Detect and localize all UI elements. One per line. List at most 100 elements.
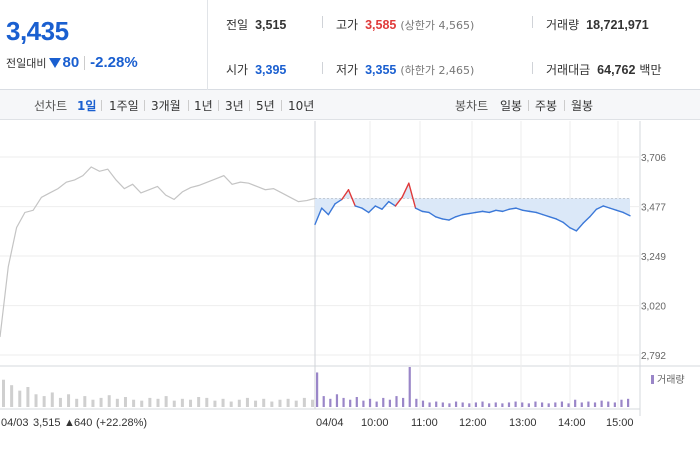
divider <box>188 100 189 111</box>
x-tick-label: 14:00 <box>558 417 586 429</box>
today-line-segment <box>481 210 490 214</box>
today-line-segment <box>455 213 464 218</box>
today-line-segment <box>354 205 363 209</box>
volume-bar-today <box>388 399 391 407</box>
open-value: 3,395 <box>255 63 287 77</box>
volume-bar-today <box>507 402 511 407</box>
today-line-segment <box>475 210 484 214</box>
volume-bar-today <box>322 396 325 407</box>
volume-bar-prev <box>254 400 258 407</box>
volume-bar-today <box>454 401 458 407</box>
price-lines <box>0 166 631 338</box>
today-line-segment <box>622 211 631 217</box>
today-line-segment <box>595 205 604 210</box>
volume-bar-today <box>402 397 405 407</box>
volume-bar-prev <box>132 399 136 407</box>
volume-bar-today <box>580 402 583 407</box>
divider <box>564 100 565 111</box>
today-line-segment <box>321 207 330 216</box>
volume-bar-today <box>627 398 630 407</box>
today-line-segment <box>421 210 430 214</box>
period-5y[interactable]: 5년 <box>256 99 275 113</box>
today-line-segment <box>495 209 504 213</box>
today-line-segment <box>548 216 557 220</box>
volume-bar-prev <box>10 385 14 407</box>
volume-bar-today <box>607 401 610 407</box>
today-line-segment <box>434 216 444 220</box>
volume-bar-prev <box>67 394 71 407</box>
volume-bar-today <box>494 402 497 407</box>
volume-bar-today <box>620 399 623 407</box>
volume-bar-prev <box>180 398 184 407</box>
price-chart-svg: 3,706 3,477 3,249 3,020 2,792 04/03 3,515 ▲ 640… <box>0 121 700 429</box>
volume-bar-today <box>461 402 464 407</box>
change-percent: -2.28% <box>90 54 138 71</box>
candle-monthly[interactable]: 월봉 <box>571 99 594 113</box>
today-line-segment <box>408 182 417 209</box>
volume-bar-prev <box>34 394 38 407</box>
volume-bar-today <box>349 399 352 407</box>
divider <box>532 62 533 74</box>
today-line-segment <box>341 189 350 201</box>
today-line-segment <box>327 203 336 216</box>
today-line-segment <box>414 207 423 213</box>
y-tick-label: 3,706 <box>641 153 666 164</box>
today-line-segment <box>448 216 457 221</box>
open-label: 시가 <box>226 63 249 77</box>
volume-legend-swatch <box>651 375 654 384</box>
today-line-segment <box>468 211 477 215</box>
high-stat: 고가 3,585 (상한가 4,565) <box>336 16 474 33</box>
price-box: 3,435 전일대비 80 -2.28% <box>0 0 208 90</box>
volume-bar-prev <box>221 398 225 407</box>
y-tick-label: 2,792 <box>641 351 666 362</box>
period-1y[interactable]: 1년 <box>194 99 213 113</box>
period-3y[interactable]: 3년 <box>225 99 244 113</box>
today-line-segment <box>501 208 511 213</box>
x-tick-label: 10:00 <box>361 417 389 429</box>
divider <box>101 100 102 111</box>
prev-day-line <box>0 166 316 338</box>
today-line-segment <box>609 207 618 211</box>
period-10y[interactable]: 10년 <box>288 99 315 113</box>
volume-bar-today <box>527 403 530 407</box>
turnover-stat: 거래대금 64,762 백만 <box>546 61 662 78</box>
volume-bar-today <box>408 367 411 407</box>
volume-bar-prev <box>107 395 111 407</box>
today-line-segment <box>381 200 390 210</box>
quote-summary: 3,435 전일대비 80 -2.28% 전일 3,515 고가 3,585 (… <box>0 0 700 90</box>
volume-bar-prev <box>197 397 201 407</box>
today-line-segment <box>575 222 584 232</box>
volume-bar-prev <box>75 398 79 407</box>
today-line-segment <box>441 218 450 221</box>
volume-bar-today <box>534 401 537 407</box>
today-line-segment <box>528 210 537 214</box>
today-line-segment <box>314 207 323 226</box>
prev-close-value: 3,515 <box>255 18 287 32</box>
volume-bar-prev <box>205 397 209 407</box>
volume-bar-today <box>316 372 319 407</box>
prev-change-percent: (+22.28%) <box>96 417 147 429</box>
volume-bar-prev <box>91 399 95 407</box>
period-1w[interactable]: 1주일 <box>109 99 139 113</box>
x-tick-label: 11:00 <box>411 417 438 429</box>
volume-bar-today <box>435 401 438 407</box>
volume-bar-prev <box>140 400 144 407</box>
period-1d[interactable]: 1일 <box>77 99 97 113</box>
upper-limit-note: (상한가 4,565) <box>400 19 475 32</box>
x-axis-ticks: 04/03 3,515 ▲ 640 (+22.28%) 04/04 10:00 11:00 12… <box>1 417 634 429</box>
candle-weekly[interactable]: 주봉 <box>535 99 558 113</box>
turnover-value: 64,762 <box>597 63 636 77</box>
volume-value: 18,721,971 <box>586 18 649 32</box>
today-line-segment <box>401 182 410 198</box>
period-3m[interactable]: 3개월 <box>151 99 181 113</box>
today-line-segment <box>394 196 403 207</box>
today-line-segment <box>542 213 551 218</box>
today-line-segment <box>347 189 356 207</box>
today-line-segment <box>568 226 578 232</box>
area-fill <box>315 183 630 231</box>
volume-bar-today <box>428 402 431 407</box>
divider <box>144 100 145 111</box>
candle-daily[interactable]: 일봉 <box>500 99 523 113</box>
volume-bar-today <box>421 400 425 407</box>
volume-bar-prev <box>42 396 46 407</box>
